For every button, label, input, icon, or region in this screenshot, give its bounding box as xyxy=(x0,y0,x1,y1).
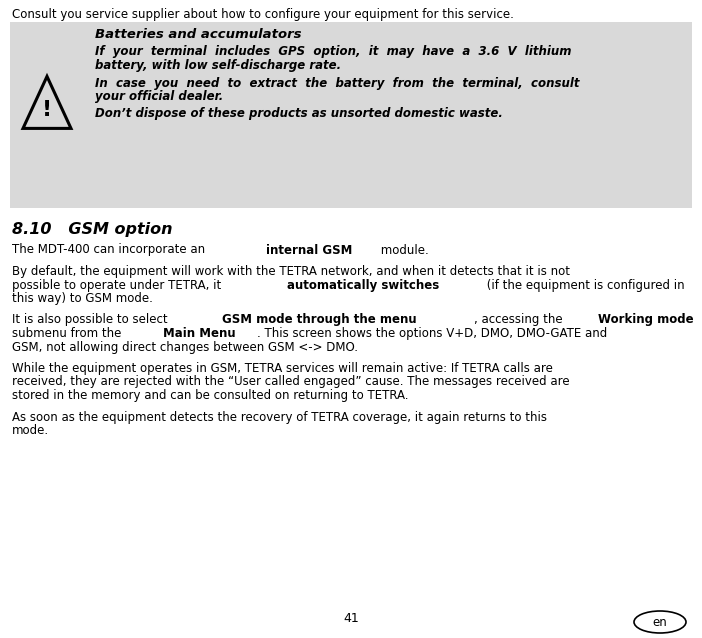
Text: Consult you service supplier about how to configure your equipment for this serv: Consult you service supplier about how t… xyxy=(12,8,514,21)
Text: possible to operate under TETRA, it: possible to operate under TETRA, it xyxy=(12,279,225,292)
Text: automatically switches: automatically switches xyxy=(287,279,439,292)
Text: battery, with low self-discharge rate.: battery, with low self-discharge rate. xyxy=(95,59,341,72)
Text: Batteries and accumulators: Batteries and accumulators xyxy=(95,28,301,41)
FancyBboxPatch shape xyxy=(10,22,692,208)
Text: If  your  terminal  includes  GPS  option,  it  may  have  a  3.6  V  lithium: If your terminal includes GPS option, it… xyxy=(95,45,571,59)
Text: module.: module. xyxy=(378,244,429,256)
Text: internal GSM: internal GSM xyxy=(266,244,352,256)
Text: In  case  you  need  to  extract  the  battery  from  the  terminal,  consult: In case you need to extract the battery … xyxy=(95,77,579,89)
Text: !: ! xyxy=(42,100,52,120)
Text: It is also possible to select: It is also possible to select xyxy=(12,313,175,327)
Text: Working mode: Working mode xyxy=(597,313,694,327)
Text: The MDT-400 can incorporate an: The MDT-400 can incorporate an xyxy=(12,244,209,256)
Text: this way) to GSM mode.: this way) to GSM mode. xyxy=(12,292,153,305)
Text: By default, the equipment will work with the TETRA network, and when it detects : By default, the equipment will work with… xyxy=(12,265,570,278)
Text: GSM mode through the menu: GSM mode through the menu xyxy=(223,313,417,327)
Text: en: en xyxy=(653,616,668,628)
Text: received, they are rejected with the “User called engaged” cause. The messages r: received, they are rejected with the “Us… xyxy=(12,376,569,389)
Text: . This screen shows the options V+D, DMO, DMO-GATE and: . This screen shows the options V+D, DMO… xyxy=(256,327,607,340)
Text: (if the equipment is configured in: (if the equipment is configured in xyxy=(483,279,685,292)
Text: submenu from the: submenu from the xyxy=(12,327,129,340)
Ellipse shape xyxy=(634,611,686,633)
Text: 41: 41 xyxy=(343,611,359,625)
Text: Main Menu: Main Menu xyxy=(163,327,235,340)
Text: As soon as the equipment detects the recovery of TETRA coverage, it again return: As soon as the equipment detects the rec… xyxy=(12,410,547,424)
Text: , accessing the: , accessing the xyxy=(474,313,570,327)
Text: While the equipment operates in GSM, TETRA services will remain active: If TETRA: While the equipment operates in GSM, TET… xyxy=(12,362,553,375)
Text: stored in the memory and can be consulted on returning to TETRA.: stored in the memory and can be consulte… xyxy=(12,389,409,402)
Text: Don’t dispose of these products as unsorted domestic waste.: Don’t dispose of these products as unsor… xyxy=(95,107,503,121)
Text: GSM, not allowing direct changes between GSM <-> DMO.: GSM, not allowing direct changes between… xyxy=(12,341,358,353)
Text: mode.: mode. xyxy=(12,424,49,437)
Text: 8.10   GSM option: 8.10 GSM option xyxy=(12,222,173,237)
Text: your official dealer.: your official dealer. xyxy=(95,90,223,103)
